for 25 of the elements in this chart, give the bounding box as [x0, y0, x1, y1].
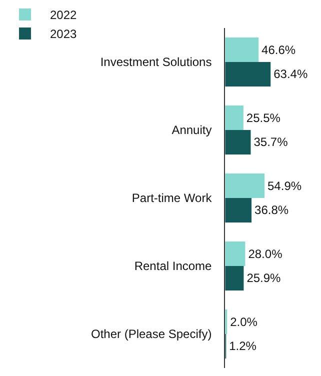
data-label: 1.2%	[229, 339, 257, 354]
legend-label: 2023	[50, 27, 78, 42]
bar	[225, 266, 244, 290]
data-label: 35.7%	[254, 135, 288, 150]
y-tick-label: Annuity	[172, 123, 212, 138]
data-label: 25.5%	[246, 110, 281, 125]
y-tick-label: Part-time Work	[132, 191, 213, 206]
data-label: 2.0%	[230, 314, 258, 329]
bar	[225, 62, 271, 86]
bar	[225, 38, 259, 62]
bar	[225, 174, 265, 198]
bar	[225, 130, 251, 154]
bar	[225, 198, 252, 222]
data-label: 36.8%	[254, 203, 289, 218]
data-label: 54.9%	[268, 178, 302, 193]
y-tick-label: Investment Solutions	[100, 55, 212, 70]
y-tick-label: Rental Income	[134, 259, 212, 274]
legend-label: 2022	[50, 8, 78, 22]
data-label: 46.6%	[262, 42, 296, 57]
data-label: 28.0%	[248, 246, 283, 261]
data-label: 63.4%	[274, 67, 308, 82]
bar	[225, 106, 244, 130]
bar	[225, 242, 246, 266]
y-tick-label: Other (Please Specify)	[91, 327, 212, 342]
data-label: 25.9%	[246, 271, 282, 286]
